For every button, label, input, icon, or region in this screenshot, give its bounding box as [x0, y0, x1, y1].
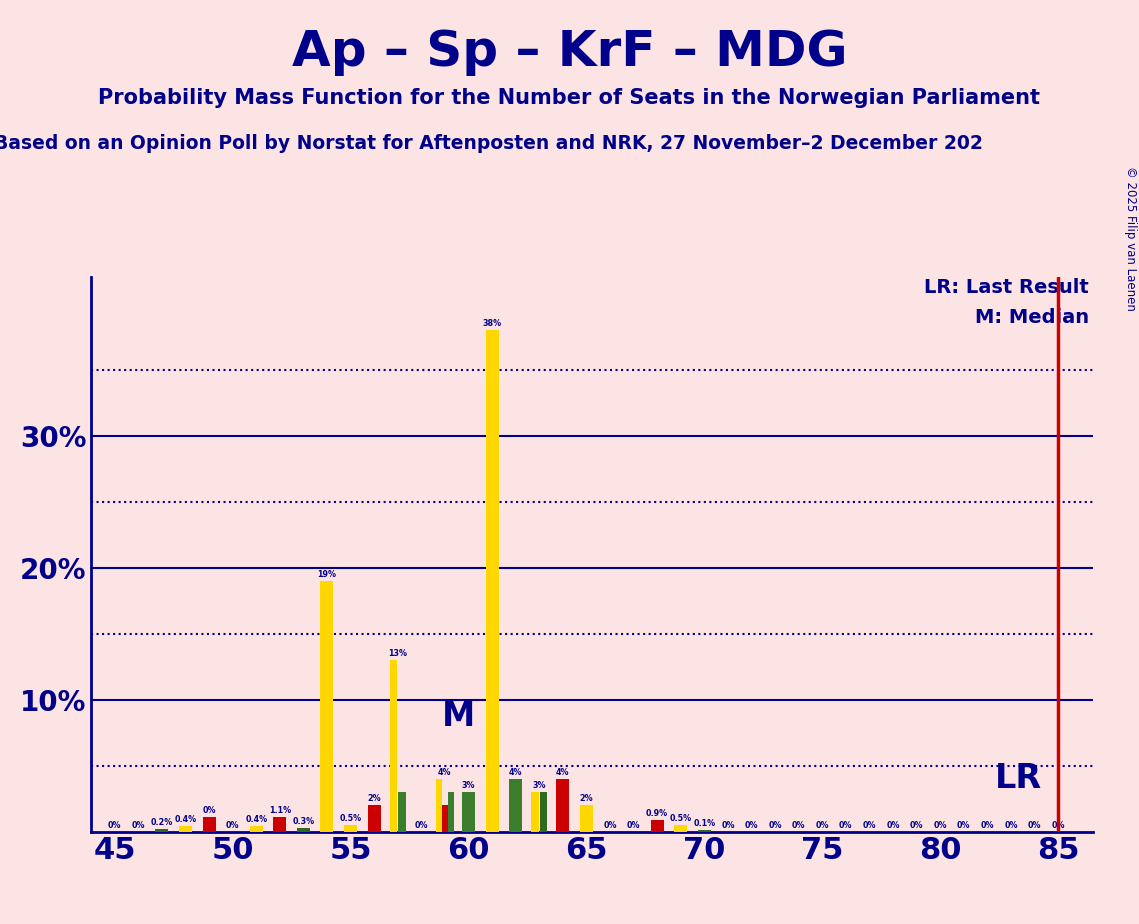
Bar [297, 828, 310, 832]
Text: 0%: 0% [862, 821, 876, 830]
Bar [249, 826, 263, 832]
Text: 0%: 0% [886, 821, 900, 830]
Text: 2%: 2% [580, 795, 593, 803]
Text: 13%: 13% [388, 649, 408, 658]
Bar [320, 581, 334, 832]
Bar [448, 792, 453, 832]
Text: LR: LR [994, 761, 1041, 795]
Text: 0.1%: 0.1% [694, 820, 715, 828]
Text: M: Median: M: Median [975, 309, 1089, 327]
Text: LR: Last Result: LR: Last Result [924, 278, 1089, 297]
Text: 0%: 0% [1027, 821, 1041, 830]
Bar [540, 792, 547, 832]
Text: 0.3%: 0.3% [293, 817, 314, 826]
Bar [344, 825, 357, 832]
Text: M: M [442, 699, 476, 733]
Bar [650, 820, 664, 832]
Text: 0.4%: 0.4% [245, 815, 268, 824]
Text: 0%: 0% [108, 821, 122, 830]
Bar [509, 779, 522, 832]
Text: © 2025 Filip van Laenen: © 2025 Filip van Laenen [1124, 166, 1137, 311]
Bar [273, 817, 286, 832]
Text: 0%: 0% [415, 821, 428, 830]
Text: 3%: 3% [532, 781, 546, 790]
Text: 0%: 0% [910, 821, 924, 830]
Bar [399, 792, 405, 832]
Bar [203, 817, 215, 832]
Bar [580, 805, 593, 832]
Text: 0%: 0% [604, 821, 616, 830]
Text: 0%: 0% [769, 821, 781, 830]
Bar [485, 330, 499, 832]
Text: 0%: 0% [816, 821, 829, 830]
Bar [698, 831, 711, 832]
Text: 0%: 0% [957, 821, 970, 830]
Text: 3%: 3% [461, 781, 475, 790]
Text: 0%: 0% [226, 821, 239, 830]
Text: 0.9%: 0.9% [646, 808, 669, 818]
Text: 0%: 0% [1005, 821, 1017, 830]
Bar [436, 779, 442, 832]
Text: 0%: 0% [626, 821, 640, 830]
Text: 0%: 0% [839, 821, 853, 830]
Text: 0%: 0% [745, 821, 759, 830]
Bar [390, 660, 398, 832]
Text: 1.1%: 1.1% [269, 806, 290, 815]
Text: 0%: 0% [933, 821, 947, 830]
Bar [368, 805, 380, 832]
Text: 4%: 4% [556, 768, 570, 777]
Text: 0.5%: 0.5% [339, 814, 361, 823]
Text: 19%: 19% [318, 570, 336, 578]
Text: Ap – Sp – KrF – MDG: Ap – Sp – KrF – MDG [292, 28, 847, 76]
Bar [674, 825, 687, 832]
Text: 0.2%: 0.2% [150, 818, 173, 827]
Text: 4%: 4% [509, 768, 523, 777]
Text: 0%: 0% [203, 806, 215, 815]
Text: 0.5%: 0.5% [670, 814, 691, 823]
Text: 0%: 0% [792, 821, 805, 830]
Bar [155, 829, 169, 832]
Text: 4%: 4% [439, 768, 452, 777]
Text: 38%: 38% [483, 319, 501, 328]
Text: 0.4%: 0.4% [174, 815, 197, 824]
Bar [532, 792, 539, 832]
Text: 2%: 2% [367, 795, 380, 803]
Bar [179, 826, 192, 832]
Bar [442, 805, 448, 832]
Text: Probability Mass Function for the Number of Seats in the Norwegian Parliament: Probability Mass Function for the Number… [98, 88, 1041, 108]
Text: 0%: 0% [981, 821, 994, 830]
Text: 0%: 0% [721, 821, 735, 830]
Text: 0%: 0% [1051, 821, 1065, 830]
Bar [556, 779, 570, 832]
Text: Based on an Opinion Poll by Norstat for Aftenposten and NRK, 27 November–2 Decem: Based on an Opinion Poll by Norstat for … [0, 134, 983, 153]
Bar [462, 792, 475, 832]
Text: 0%: 0% [131, 821, 145, 830]
